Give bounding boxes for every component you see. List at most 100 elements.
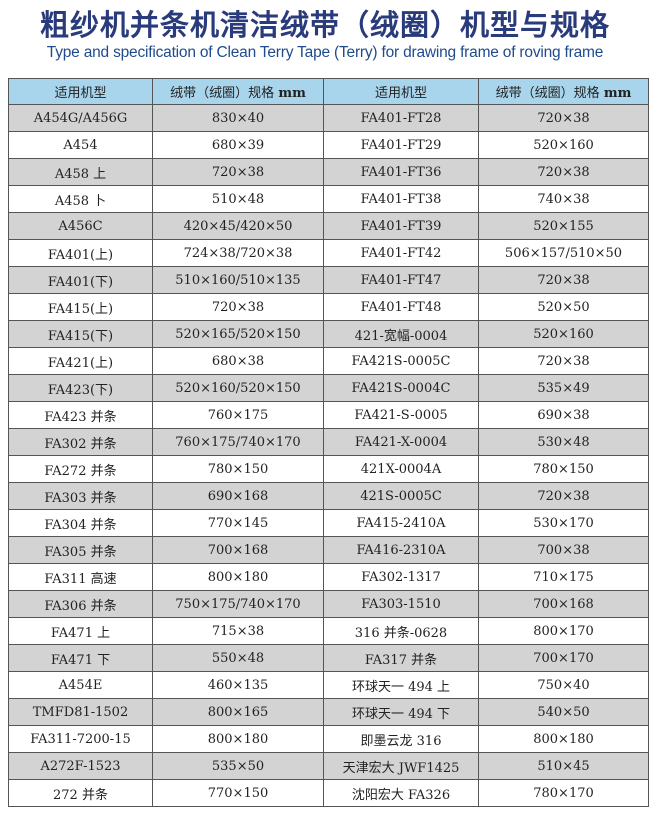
cell-model-left: TMFD81-1502 [8,698,153,726]
cell-spec-left: 780×150 [152,455,324,483]
cell-model-right: FA401-FT29 [323,131,479,159]
cell-model-left: A456C [8,212,153,240]
spec-table: 适用机型 绒带（绒圈）规格 mm 适用机型 绒带（绒圈）规格 mm A454G/… [8,78,649,807]
cell-model-right: 即墨云龙 316 [323,725,479,753]
cell-spec-right: 520×50 [478,293,649,321]
table-row: FA423(下) 520×160/520×150 FA421S-0004C 535×4… [8,374,649,402]
cell-spec-right: 690×38 [478,401,649,429]
cell-spec-left: 520×165/520×150 [152,320,324,348]
cell-model-right: 421-宽幅-0004 [323,320,479,348]
cell-model-left: 272 并条 [8,779,153,807]
cell-model-left: FA415(上) [8,293,153,321]
header-spec-1: 绒带（绒圈）规格 mm [152,78,324,105]
table-row: A454 680×39 FA401-FT29 520×160 [8,131,649,159]
cell-model-left: FA423(下) [8,374,153,402]
cell-model-left: FA306 并条 [8,590,153,618]
cell-spec-left: 680×39 [152,131,324,159]
cell-spec-right: 780×170 [478,779,649,807]
cell-model-left: FA401(上) [8,239,153,267]
cell-model-left: A272F-1523 [8,752,153,780]
cell-spec-right: 520×160 [478,320,649,348]
table-row: FA303 并条 690×168 421S-0005C 720×38 [8,482,649,510]
table-row: FA401(上) 724×38/720×38 FA401-FT42 506×157/5… [8,239,649,267]
cell-model-right: FA421-S-0005 [323,401,479,429]
cell-model-left: FA305 并条 [8,536,153,564]
cell-spec-left: 760×175/740×170 [152,428,324,456]
cell-model-left: A458 上 [8,158,153,186]
cell-model-right: 421S-0005C [323,482,479,510]
cell-model-left: FA272 并条 [8,455,153,483]
table-row: FA415(下) 520×165/520×150 421-宽幅-0004 520×16… [8,320,649,348]
cell-model-right: FA401-FT36 [323,158,479,186]
cell-spec-right: 700×168 [478,590,649,618]
cell-spec-right: 710×175 [478,563,649,591]
cell-model-right: 沈阳宏大 FA326 [323,779,479,807]
cell-model-right: FA401-FT47 [323,266,479,294]
table-row: FA471 上 715×38 316 并条-0628 800×170 [8,617,649,645]
cell-spec-right: 720×38 [478,266,649,294]
cell-model-left: A454G/A456G [8,104,153,132]
cell-model-left: FA303 并条 [8,482,153,510]
cell-spec-left: 770×150 [152,779,324,807]
table-row: A456C 420×45/420×50 FA401-FT39 520×155 [8,212,649,240]
cell-spec-left: 720×38 [152,293,324,321]
cell-spec-right: 540×50 [478,698,649,726]
cell-model-right: FA317 并条 [323,644,479,672]
table-row: FA311-7200-15 800×180 即墨云龙 316 800×180 [8,725,649,753]
cell-spec-right: 530×170 [478,509,649,537]
table-row: A458 上 720×38 FA401-FT36 720×38 [8,158,649,186]
cell-model-right: FA401-FT39 [323,212,479,240]
cell-spec-right: 720×38 [478,104,649,132]
table-row: FA423 并条 760×175 FA421-S-0005 690×38 [8,401,649,429]
cell-spec-left: 715×38 [152,617,324,645]
cell-model-left: FA302 并条 [8,428,153,456]
table-row: FA272 并条 780×150 421X-0004A 780×150 [8,455,649,483]
cell-model-left: FA311 高速 [8,563,153,591]
cell-spec-left: 550×48 [152,644,324,672]
cell-spec-right: 506×157/510×50 [478,239,649,267]
table-row: A454E 460×135 环球天一 494 上 750×40 [8,671,649,699]
cell-model-right: FA415-2410A [323,509,479,537]
cell-spec-left: 420×45/420×50 [152,212,324,240]
table-row: FA305 并条 700×168 FA416-2310A 700×38 [8,536,649,564]
table-row: TMFD81-1502 800×165 环球天一 494 下 540×50 [8,698,649,726]
cell-model-right: FA401-FT38 [323,185,479,213]
cell-spec-right: 720×38 [478,482,649,510]
header-model-1: 适用机型 [8,78,153,105]
cell-spec-left: 830×40 [152,104,324,132]
table-row: 272 并条 770×150 沈阳宏大 FA326 780×170 [8,779,649,807]
page-subtitle: Type and specification of Clean Terry Ta… [46,44,604,61]
cell-spec-left: 460×135 [152,671,324,699]
cell-spec-left: 720×38 [152,158,324,186]
table-row: FA304 并条 770×145 FA415-2410A 530×170 [8,509,649,537]
cell-spec-left: 520×160/520×150 [152,374,324,402]
table-row: FA421(上) 680×38 FA421S-0005C 720×38 [8,347,649,375]
cell-spec-right: 535×49 [478,374,649,402]
cell-model-left: A458 卜 [8,185,153,213]
cell-spec-left: 690×168 [152,482,324,510]
cell-model-left: FA471 下 [8,644,153,672]
cell-model-right: FA421-X-0004 [323,428,479,456]
header-spec-2: 绒带（绒圈）规格 mm [478,78,649,105]
table-row: A458 卜 510×48 FA401-FT38 740×38 [8,185,649,213]
cell-model-left: FA304 并条 [8,509,153,537]
cell-spec-right: 720×38 [478,158,649,186]
cell-model-left: FA311-7200-15 [8,725,153,753]
cell-model-right: FA416-2310A [323,536,479,564]
cell-spec-right: 700×38 [478,536,649,564]
cell-model-right: 环球天一 494 下 [323,698,479,726]
cell-model-left: FA471 上 [8,617,153,645]
cell-model-right: FA302-1317 [323,563,479,591]
table-header-row: 适用机型 绒带（绒圈）规格 mm 适用机型 绒带（绒圈）规格 mm [8,78,649,105]
cell-model-right: 环球天一 494 上 [323,671,479,699]
cell-spec-left: 750×175/740×170 [152,590,324,618]
cell-model-left: A454 [8,131,153,159]
cell-model-left: FA415(下) [8,320,153,348]
cell-spec-left: 535×50 [152,752,324,780]
table-row: A272F-1523 535×50 天津宏大 JWF1425 510×45 [8,752,649,780]
cell-spec-left: 700×168 [152,536,324,564]
header-model-2: 适用机型 [323,78,479,105]
cell-spec-right: 750×40 [478,671,649,699]
cell-model-left: FA423 并条 [8,401,153,429]
cell-spec-left: 800×180 [152,563,324,591]
